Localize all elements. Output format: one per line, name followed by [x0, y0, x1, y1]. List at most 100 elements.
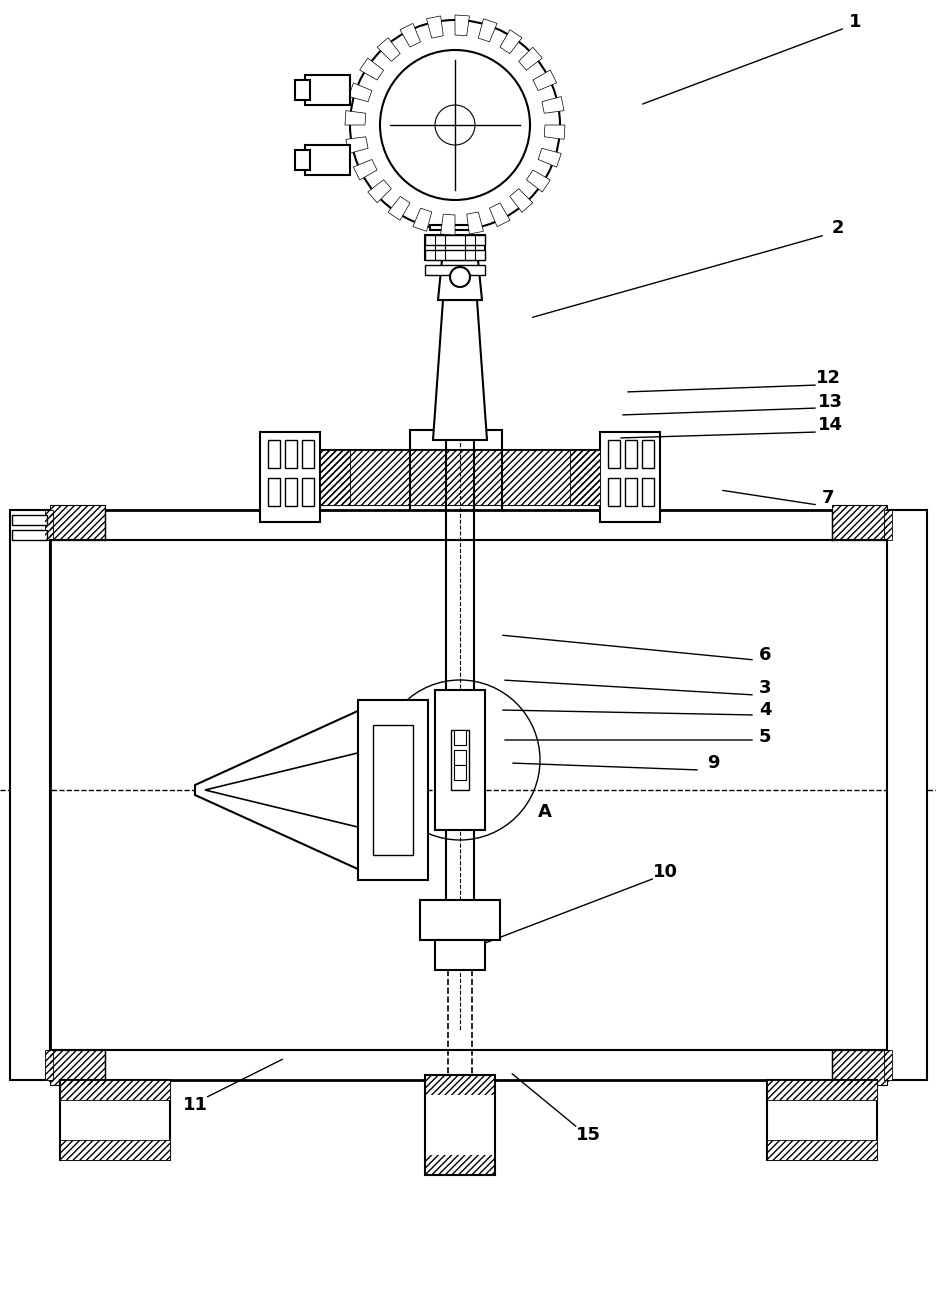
Bar [305, 145, 350, 175]
Bar [434, 690, 485, 830]
Bar [45, 1050, 53, 1080]
Bar [320, 450, 350, 505]
Polygon shape [388, 196, 410, 220]
Bar [886, 511, 926, 1080]
Bar [434, 940, 485, 970]
Bar [425, 1075, 494, 1095]
Bar [641, 478, 653, 505]
Bar [599, 432, 659, 522]
Polygon shape [413, 208, 431, 232]
Bar [425, 236, 485, 261]
Bar [60, 1080, 169, 1100]
Polygon shape [509, 188, 533, 212]
Polygon shape [455, 14, 469, 36]
Bar [45, 1050, 53, 1080]
Bar [767, 1140, 876, 1159]
Text: 14: 14 [816, 416, 841, 434]
Bar [268, 478, 280, 505]
Bar [60, 1080, 169, 1100]
Polygon shape [466, 212, 483, 234]
Bar [12, 515, 47, 525]
Bar [419, 900, 500, 940]
Bar [285, 478, 297, 505]
Bar [45, 511, 53, 540]
Text: 4: 4 [758, 701, 770, 719]
Text: 1: 1 [848, 13, 860, 32]
Polygon shape [544, 125, 564, 139]
Bar [883, 1050, 891, 1080]
Bar [50, 505, 105, 540]
Bar [450, 730, 469, 790]
Bar [60, 1140, 169, 1159]
Polygon shape [537, 149, 561, 167]
Bar [50, 1050, 105, 1084]
Bar [767, 1140, 876, 1159]
Text: 7: 7 [821, 490, 833, 507]
Bar [569, 450, 599, 505]
Bar [624, 478, 636, 505]
Bar [10, 511, 50, 1080]
Text: A: A [537, 803, 551, 821]
Polygon shape [440, 215, 455, 236]
Bar [831, 1050, 886, 1084]
Bar [268, 440, 280, 468]
Bar [295, 80, 310, 100]
Bar [285, 440, 297, 468]
Circle shape [449, 267, 470, 287]
Bar [60, 1080, 169, 1159]
Text: 5: 5 [758, 728, 770, 746]
Text: 6: 6 [758, 646, 770, 665]
Text: 10: 10 [651, 863, 677, 880]
Polygon shape [541, 96, 563, 113]
Polygon shape [533, 70, 556, 91]
Bar [358, 700, 428, 725]
Bar [569, 450, 599, 505]
Bar [430, 225, 479, 230]
Polygon shape [348, 83, 372, 101]
Bar [358, 855, 428, 880]
Polygon shape [500, 30, 521, 54]
Bar [624, 440, 636, 468]
Polygon shape [367, 180, 391, 203]
Text: 2: 2 [831, 218, 843, 237]
Bar [831, 1050, 886, 1084]
Bar [320, 450, 599, 505]
Bar [50, 505, 105, 540]
Bar [425, 1155, 494, 1175]
Polygon shape [353, 159, 376, 180]
Bar [831, 505, 886, 540]
Bar [12, 530, 47, 540]
Bar [425, 265, 485, 275]
Bar [358, 700, 428, 725]
Polygon shape [519, 47, 542, 70]
Bar [301, 478, 314, 505]
Bar [358, 855, 428, 880]
Bar [883, 511, 891, 540]
Bar [301, 440, 314, 468]
Text: 12: 12 [814, 368, 840, 387]
Polygon shape [377, 38, 400, 62]
Bar [454, 730, 465, 745]
Text: 13: 13 [816, 393, 841, 411]
Bar [259, 432, 320, 522]
Bar [607, 440, 620, 468]
Bar [454, 765, 465, 780]
Bar [295, 150, 310, 170]
Bar [831, 505, 886, 540]
Polygon shape [432, 300, 487, 440]
Bar [425, 1155, 494, 1175]
Bar [883, 1050, 891, 1080]
Bar [358, 700, 428, 880]
Text: 9: 9 [706, 754, 719, 772]
Circle shape [380, 50, 530, 200]
Bar [419, 900, 500, 940]
Polygon shape [195, 711, 359, 870]
Polygon shape [345, 137, 368, 154]
Bar [767, 1080, 876, 1100]
Circle shape [350, 20, 560, 230]
Bar [425, 250, 485, 261]
Bar [320, 450, 599, 505]
Bar [425, 1075, 494, 1095]
Bar [419, 900, 500, 940]
Polygon shape [426, 16, 443, 38]
